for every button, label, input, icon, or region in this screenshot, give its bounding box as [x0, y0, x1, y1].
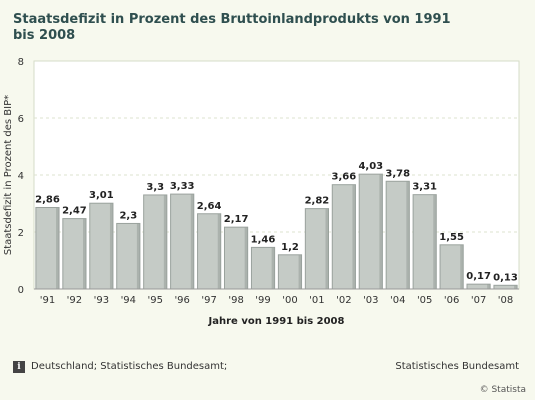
bar[interactable]	[493, 284, 518, 290]
x-tick-label: '02	[336, 295, 351, 306]
chart-title: Staatsdefizit in Prozent des Bruttoinlan…	[13, 12, 451, 43]
x-tick-label: '94	[121, 295, 136, 306]
value-label: 1,2	[281, 242, 299, 253]
bar-shade	[460, 244, 464, 289]
y-tick-label: 2	[18, 228, 24, 239]
bar-shade	[109, 203, 113, 289]
value-label: 2,86	[35, 194, 60, 205]
publisher-text: Statistisches Bundesamt	[395, 361, 519, 372]
x-tick-label: '98	[228, 295, 243, 306]
bar-shade	[244, 227, 248, 289]
bars	[35, 173, 518, 290]
value-label: 3,78	[385, 168, 410, 179]
bar[interactable]	[223, 226, 249, 290]
bar[interactable]	[304, 208, 330, 290]
info-icon[interactable]: i	[13, 361, 25, 373]
x-tick-label: '08	[498, 295, 513, 306]
bar[interactable]	[412, 194, 437, 290]
x-tick-label: '93	[94, 295, 109, 306]
y-axis-label: Staatsdefizit in Prozent des BIP*	[3, 95, 14, 255]
bar-shade	[271, 247, 275, 289]
bar[interactable]	[358, 173, 383, 290]
bar[interactable]	[35, 206, 60, 290]
value-label: 1,46	[251, 234, 276, 245]
bar[interactable]	[89, 202, 114, 290]
y-tick-label: 8	[18, 57, 24, 68]
value-label: 1,55	[439, 232, 464, 243]
value-label: 2,64	[197, 201, 222, 212]
bar[interactable]	[277, 254, 303, 290]
value-labels: 2,862,473,01 2,3 3,3 3,332,642,171,46 1,2 2,8…	[35, 161, 518, 283]
value-label: 3,66	[332, 172, 357, 183]
x-tick-label: '05	[417, 295, 432, 306]
value-label: 0,13	[493, 272, 518, 283]
x-tick-label: '01	[309, 295, 324, 306]
value-label: 3,3	[146, 182, 164, 193]
bar[interactable]	[62, 218, 87, 290]
x-tick-label: '91	[40, 295, 55, 306]
bar-shade	[83, 218, 87, 289]
x-axis-ticks: '91 '92 '93 '94 '95 '96 '97 '98 '99 '00 '01 '02 '03 '…	[34, 288, 519, 306]
bar[interactable]	[170, 193, 195, 290]
bar[interactable]	[331, 184, 356, 290]
value-label: 3,31	[412, 182, 437, 193]
value-label: 2,3	[119, 210, 137, 221]
value-label: 3,01	[89, 190, 114, 201]
y-axis-ticks: 0 2 4 6 8	[18, 57, 24, 296]
value-label: 4,03	[358, 161, 383, 172]
bar-shade	[325, 208, 329, 289]
x-tick-label: '03	[363, 295, 378, 306]
source-text: Deutschland; Statistisches Bundesamt;	[31, 361, 228, 372]
x-tick-label: '07	[471, 295, 486, 306]
y-tick-label: 0	[18, 285, 24, 296]
bar-shade	[487, 284, 491, 289]
value-label: 2,82	[305, 196, 330, 207]
y-tick-label: 4	[18, 171, 24, 182]
x-tick-label: '00	[282, 295, 297, 306]
bar-shade	[406, 181, 410, 289]
x-tick-label: '04	[390, 295, 405, 306]
bar-shade	[217, 213, 221, 289]
bar[interactable]	[197, 213, 222, 290]
value-label: 2,17	[224, 214, 249, 225]
y-tick-label: 6	[18, 114, 24, 125]
value-label: 3,33	[170, 181, 195, 192]
x-tick-label: '99	[255, 295, 270, 306]
value-label: 2,47	[62, 206, 87, 217]
bar-shade	[136, 223, 140, 289]
bar-shade	[298, 254, 302, 289]
x-tick-label: '96	[174, 295, 189, 306]
bar-shade	[433, 194, 437, 289]
x-tick-label: '06	[444, 295, 459, 306]
bar-shade	[56, 207, 60, 289]
bar-shade	[352, 184, 356, 289]
bar[interactable]	[250, 246, 276, 290]
copyright-text[interactable]: © Statista	[479, 385, 526, 395]
bar-shade	[163, 194, 167, 289]
bar[interactable]	[116, 222, 141, 290]
bar[interactable]	[143, 194, 168, 290]
grid-lines	[34, 117, 519, 233]
bar[interactable]	[385, 180, 410, 290]
source-row: i Deutschland; Statistisches Bundesamt; …	[13, 360, 523, 376]
x-axis-label: Jahre von 1991 bis 2008	[208, 316, 345, 327]
bar[interactable]	[466, 283, 491, 290]
x-tick-label: '92	[67, 295, 82, 306]
x-tick-label: '97	[201, 295, 216, 306]
bar-shade	[190, 194, 194, 289]
value-label: 0,17	[466, 271, 491, 282]
bar-shade	[514, 285, 518, 289]
bar[interactable]	[439, 244, 464, 290]
x-tick-label: '95	[148, 295, 163, 306]
bar-shade	[379, 174, 383, 289]
